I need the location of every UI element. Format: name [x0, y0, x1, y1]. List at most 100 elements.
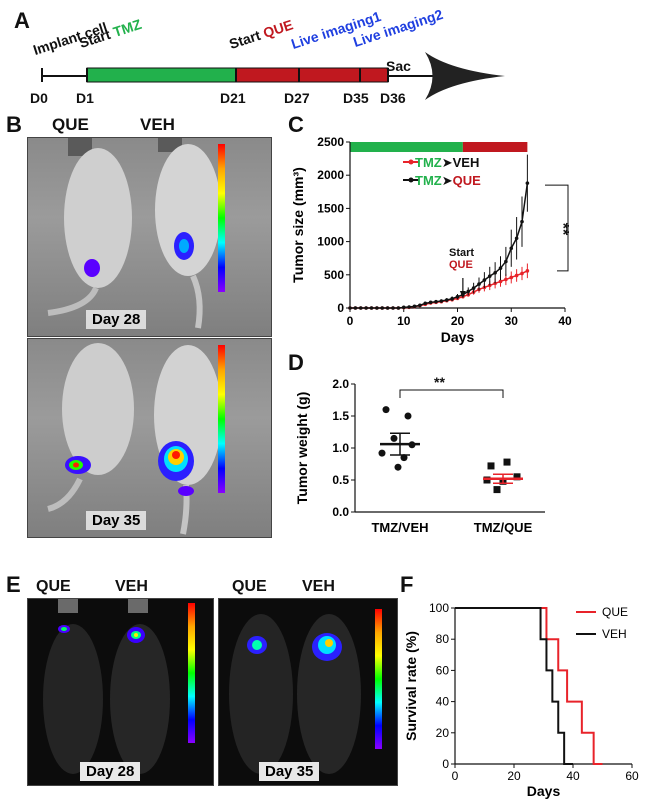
panel-b-col-veh: VEH — [140, 115, 175, 134]
data-point — [450, 296, 454, 301]
day-label-d21: D21 — [220, 90, 246, 106]
y-tick-label: 1.5 — [332, 409, 349, 423]
x-tick-label: 60 — [625, 769, 639, 783]
bioluminescence-image-day35: Day 35 — [27, 338, 272, 538]
category-label: TMZ/QUE — [474, 520, 533, 535]
data-point — [482, 278, 487, 282]
data-point — [382, 406, 390, 414]
data-point — [493, 486, 501, 494]
data-point — [394, 463, 402, 471]
day-label-d1: D1 — [76, 90, 94, 106]
legend-tmz-veh: TMZ➤VEH — [415, 155, 480, 170]
y-tick-label: 40 — [436, 695, 450, 709]
data-point — [503, 458, 511, 466]
data-point — [380, 306, 385, 310]
significance-c: ** — [554, 222, 572, 236]
que-bar — [235, 67, 389, 83]
event-sac: Sac — [386, 58, 411, 74]
y-tick-label: 500 — [324, 268, 344, 282]
y-axis-label: Tumor weight (g) — [294, 392, 310, 505]
data-point — [423, 301, 428, 306]
legend-label-veh: VEH — [602, 627, 627, 641]
y-tick-label: 2000 — [317, 168, 344, 182]
data-point — [477, 282, 481, 286]
panel-e-letter: E — [6, 572, 21, 597]
x-tick-label: 0 — [452, 769, 459, 783]
radiance-colorbar-e35 — [375, 609, 382, 749]
significance-d: ** — [434, 374, 445, 390]
radiance-colorbar-day28 — [218, 144, 225, 292]
panel-d-letter: D — [288, 350, 304, 375]
panel-b-col-que: QUE — [52, 115, 89, 134]
tmz-bar — [86, 67, 237, 83]
survival-curve-veh — [455, 607, 573, 765]
panel-f-letter: F — [400, 572, 414, 597]
data-point — [509, 275, 514, 280]
series-line-1 — [350, 183, 529, 309]
tumor-size-chart: 0 10 20 30 40 0 500 1000 1500 2000 2500 Days Tumor s… — [290, 135, 572, 345]
data-point — [378, 449, 386, 457]
panel-c-letter: C — [288, 112, 304, 137]
data-point — [504, 259, 508, 264]
data-point — [444, 298, 449, 302]
data-point — [471, 286, 476, 290]
data-point — [375, 306, 379, 310]
data-point — [466, 289, 471, 294]
y-tick-label: 20 — [436, 726, 450, 740]
y-tick-label: 2.0 — [332, 377, 349, 391]
signal-que-day28 — [84, 259, 100, 277]
data-point — [401, 305, 406, 310]
y-tick-label: 1.0 — [332, 441, 349, 455]
day-label-b-28: Day 28 — [86, 310, 147, 329]
panel-a-letter: A — [14, 8, 30, 33]
y-tick-label: 0 — [337, 301, 344, 315]
data-point — [358, 306, 363, 310]
tumor-weight-chart: 0.0 0.5 1.0 1.5 2.0 Tumor weight (g) TMZ/VEH TM… — [294, 377, 545, 535]
survival-chart: 0 20 40 60 0 20 40 60 80 100 Days Survival rate (%)… — [403, 601, 639, 799]
data-point — [509, 246, 514, 251]
x-tick-label: 40 — [558, 314, 572, 328]
data-point — [385, 306, 390, 310]
x-tick-label: 30 — [505, 314, 519, 328]
x-tick-label: 0 — [347, 314, 354, 328]
data-point — [391, 306, 395, 310]
data-point — [520, 271, 524, 276]
y-axis-label: Survival rate (%) — [403, 631, 419, 741]
data-point — [498, 279, 503, 284]
y-tick-label: 60 — [436, 663, 450, 677]
data-point — [487, 274, 492, 278]
legend-dot-veh — [408, 159, 414, 165]
bioluminescence-image-black-day28: Day 28 — [27, 598, 214, 786]
day-label-d36: D36 — [380, 90, 406, 106]
data-point — [513, 473, 521, 481]
treatment-bar-0 — [350, 142, 463, 152]
x-tick-label: 10 — [397, 314, 411, 328]
panel-e-label-que-2: QUE — [232, 578, 267, 595]
radiance-colorbar-e28 — [188, 603, 195, 743]
black-mice-day28 — [43, 599, 170, 774]
data-point — [353, 306, 358, 310]
day-label-d35: D35 — [343, 90, 369, 106]
y-tick-label: 0.5 — [332, 473, 349, 487]
data-point — [396, 306, 401, 310]
data-point — [412, 304, 417, 309]
y-tick-label: 1000 — [317, 235, 344, 249]
panel-e-label-veh-2: VEH — [302, 578, 335, 595]
data-point — [514, 236, 519, 241]
start-arrowhead — [459, 291, 466, 298]
data-point — [520, 219, 524, 224]
x-tick-label: 20 — [451, 314, 465, 328]
data-point — [525, 181, 530, 185]
mice-silhouettes-day35 — [47, 343, 222, 535]
data-point — [493, 271, 497, 275]
timeline — [41, 52, 505, 100]
y-tick-label: 1500 — [317, 201, 344, 215]
day-label-e-35: Day 35 — [259, 762, 320, 781]
data-point — [439, 299, 444, 303]
treatment-bar-1 — [462, 142, 528, 152]
x-tick-label: 40 — [566, 769, 580, 783]
day-label-d0: D0 — [30, 90, 48, 106]
panel-b-letter: B — [6, 112, 22, 137]
x-tick-label: 20 — [507, 769, 521, 783]
data-point — [364, 306, 368, 310]
